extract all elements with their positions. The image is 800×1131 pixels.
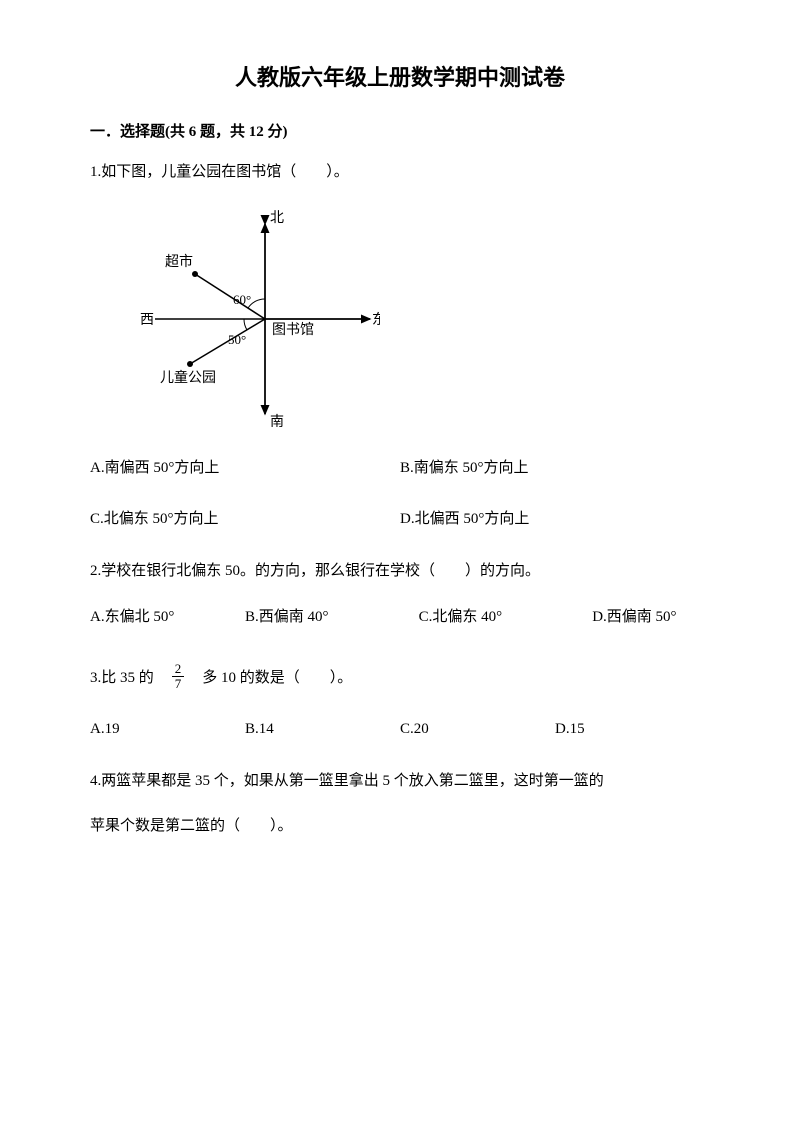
q3-option-b: B.14 (245, 721, 400, 738)
svg-text:南: 南 (270, 414, 284, 430)
question-1-text: 1.如下图，儿童公园在图书馆（ ）。 (90, 159, 710, 186)
svg-text:北: 北 (270, 210, 284, 226)
q2-option-c: C.北偏东 40° (419, 603, 593, 632)
section-1-header: 一．选择题(共 6 题，共 12 分) (90, 120, 710, 141)
question-1-diagram: 北 南 东 西 超市 图书馆 儿童公园 60° 50° (120, 204, 710, 434)
q1-option-b: B.南偏东 50°方向上 (400, 456, 710, 477)
question-4-line-1: 4.两篮苹果都是 35 个，如果从第一篮里拿出 5 个放入第二篮里，这时第一篮的 (90, 768, 710, 795)
q2-option-d: D.西偏南 50° (592, 603, 676, 632)
question-1-options-row-2: C.北偏东 50°方向上 D.北偏西 50°方向上 (90, 507, 710, 528)
question-2-text: 2.学校在银行北偏东 50。的方向，那么银行在学校（ ）的方向。 (90, 558, 710, 585)
q1-option-d: D.北偏西 50°方向上 (400, 507, 710, 528)
q1-option-c: C.北偏东 50°方向上 (90, 507, 400, 528)
q3-post-text: 多 10 的数是（ ）。 (202, 666, 352, 687)
q3-numerator: 2 (172, 662, 185, 677)
page-title: 人教版六年级上册数学期中测试卷 (90, 60, 710, 92)
question-3-text: 3.比 35 的 2 7 多 10 的数是（ ）。 (90, 662, 710, 692)
q3-option-c: C.20 (400, 721, 555, 738)
svg-text:图书馆: 图书馆 (272, 322, 314, 338)
question-4-line-2: 苹果个数是第二篮的（ ）。 (90, 813, 710, 840)
q3-pre-text: 3.比 35 的 (90, 666, 154, 687)
question-3-options: A.19 B.14 C.20 D.15 (90, 721, 710, 738)
q2-option-a: A.东偏北 50° (90, 603, 245, 632)
question-1-options-row-1: A.南偏西 50°方向上 B.南偏东 50°方向上 (90, 456, 710, 477)
svg-text:60°: 60° (233, 292, 251, 307)
question-2-options: A.东偏北 50°B.西偏南 40°C.北偏东 40°D.西偏南 50° (90, 603, 710, 632)
svg-text:东: 东 (372, 312, 380, 328)
svg-text:儿童公园: 儿童公园 (160, 369, 216, 386)
q1-option-a: A.南偏西 50°方向上 (90, 456, 400, 477)
q2-option-b: B.西偏南 40° (245, 603, 419, 632)
svg-text:超市: 超市 (165, 253, 193, 270)
svg-text:50°: 50° (228, 332, 246, 347)
svg-text:西: 西 (140, 313, 154, 328)
q3-denominator: 7 (172, 677, 185, 691)
q3-fraction: 2 7 (172, 662, 185, 692)
q3-option-a: A.19 (90, 721, 245, 738)
q3-option-d: D.15 (555, 721, 710, 738)
